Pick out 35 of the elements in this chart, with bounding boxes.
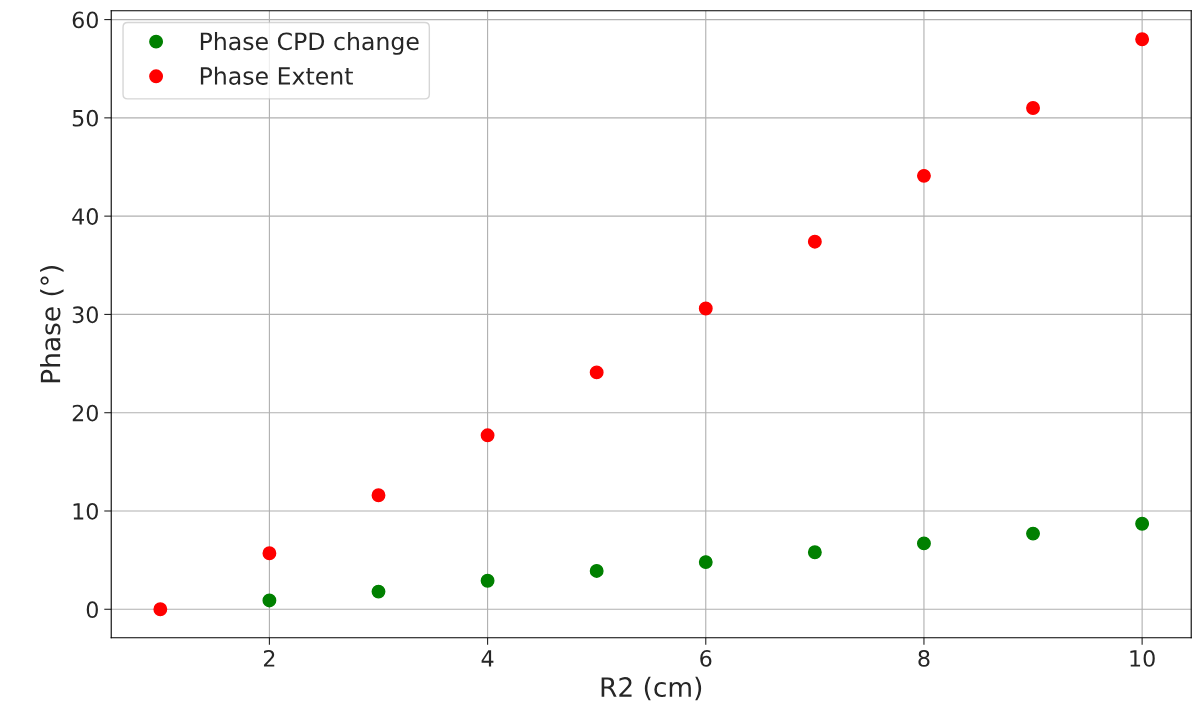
y-tick-label: 20 (72, 404, 98, 422)
point (1135, 516, 1150, 531)
point (371, 584, 386, 599)
point (1135, 32, 1150, 47)
x-tick-label: 2 (263, 649, 275, 667)
point (262, 546, 277, 561)
point (1026, 526, 1040, 541)
y-tick-label: 0 (86, 601, 98, 619)
x-tick-label: 10 (1130, 649, 1155, 667)
point (917, 536, 931, 551)
legend-label: Phase Extent (200, 66, 353, 85)
point (698, 301, 713, 316)
point (807, 234, 822, 249)
y-tick-label: 50 (72, 109, 98, 127)
point (1026, 101, 1040, 115)
x-tick-label: 6 (700, 649, 712, 667)
point (480, 428, 495, 443)
point (262, 593, 277, 608)
point (371, 488, 386, 503)
legend-label: Phase CPD change (200, 31, 419, 55)
point (917, 168, 931, 183)
y-tick-label: 40 (72, 208, 98, 225)
x-axis-title: R2 (cm) (601, 676, 702, 701)
x-tick-label: 8 (918, 649, 930, 667)
point (589, 564, 604, 578)
y-axis-title: Phase (°) (40, 266, 64, 383)
point (480, 573, 495, 588)
point (698, 555, 713, 570)
y-tick-label: 10 (73, 502, 98, 520)
point (807, 545, 822, 560)
x-tick-label: 4 (481, 650, 494, 667)
y-tick-label: 60 (72, 11, 98, 29)
point (153, 602, 168, 617)
point (589, 365, 604, 380)
y-tick-label: 30 (72, 306, 98, 324)
